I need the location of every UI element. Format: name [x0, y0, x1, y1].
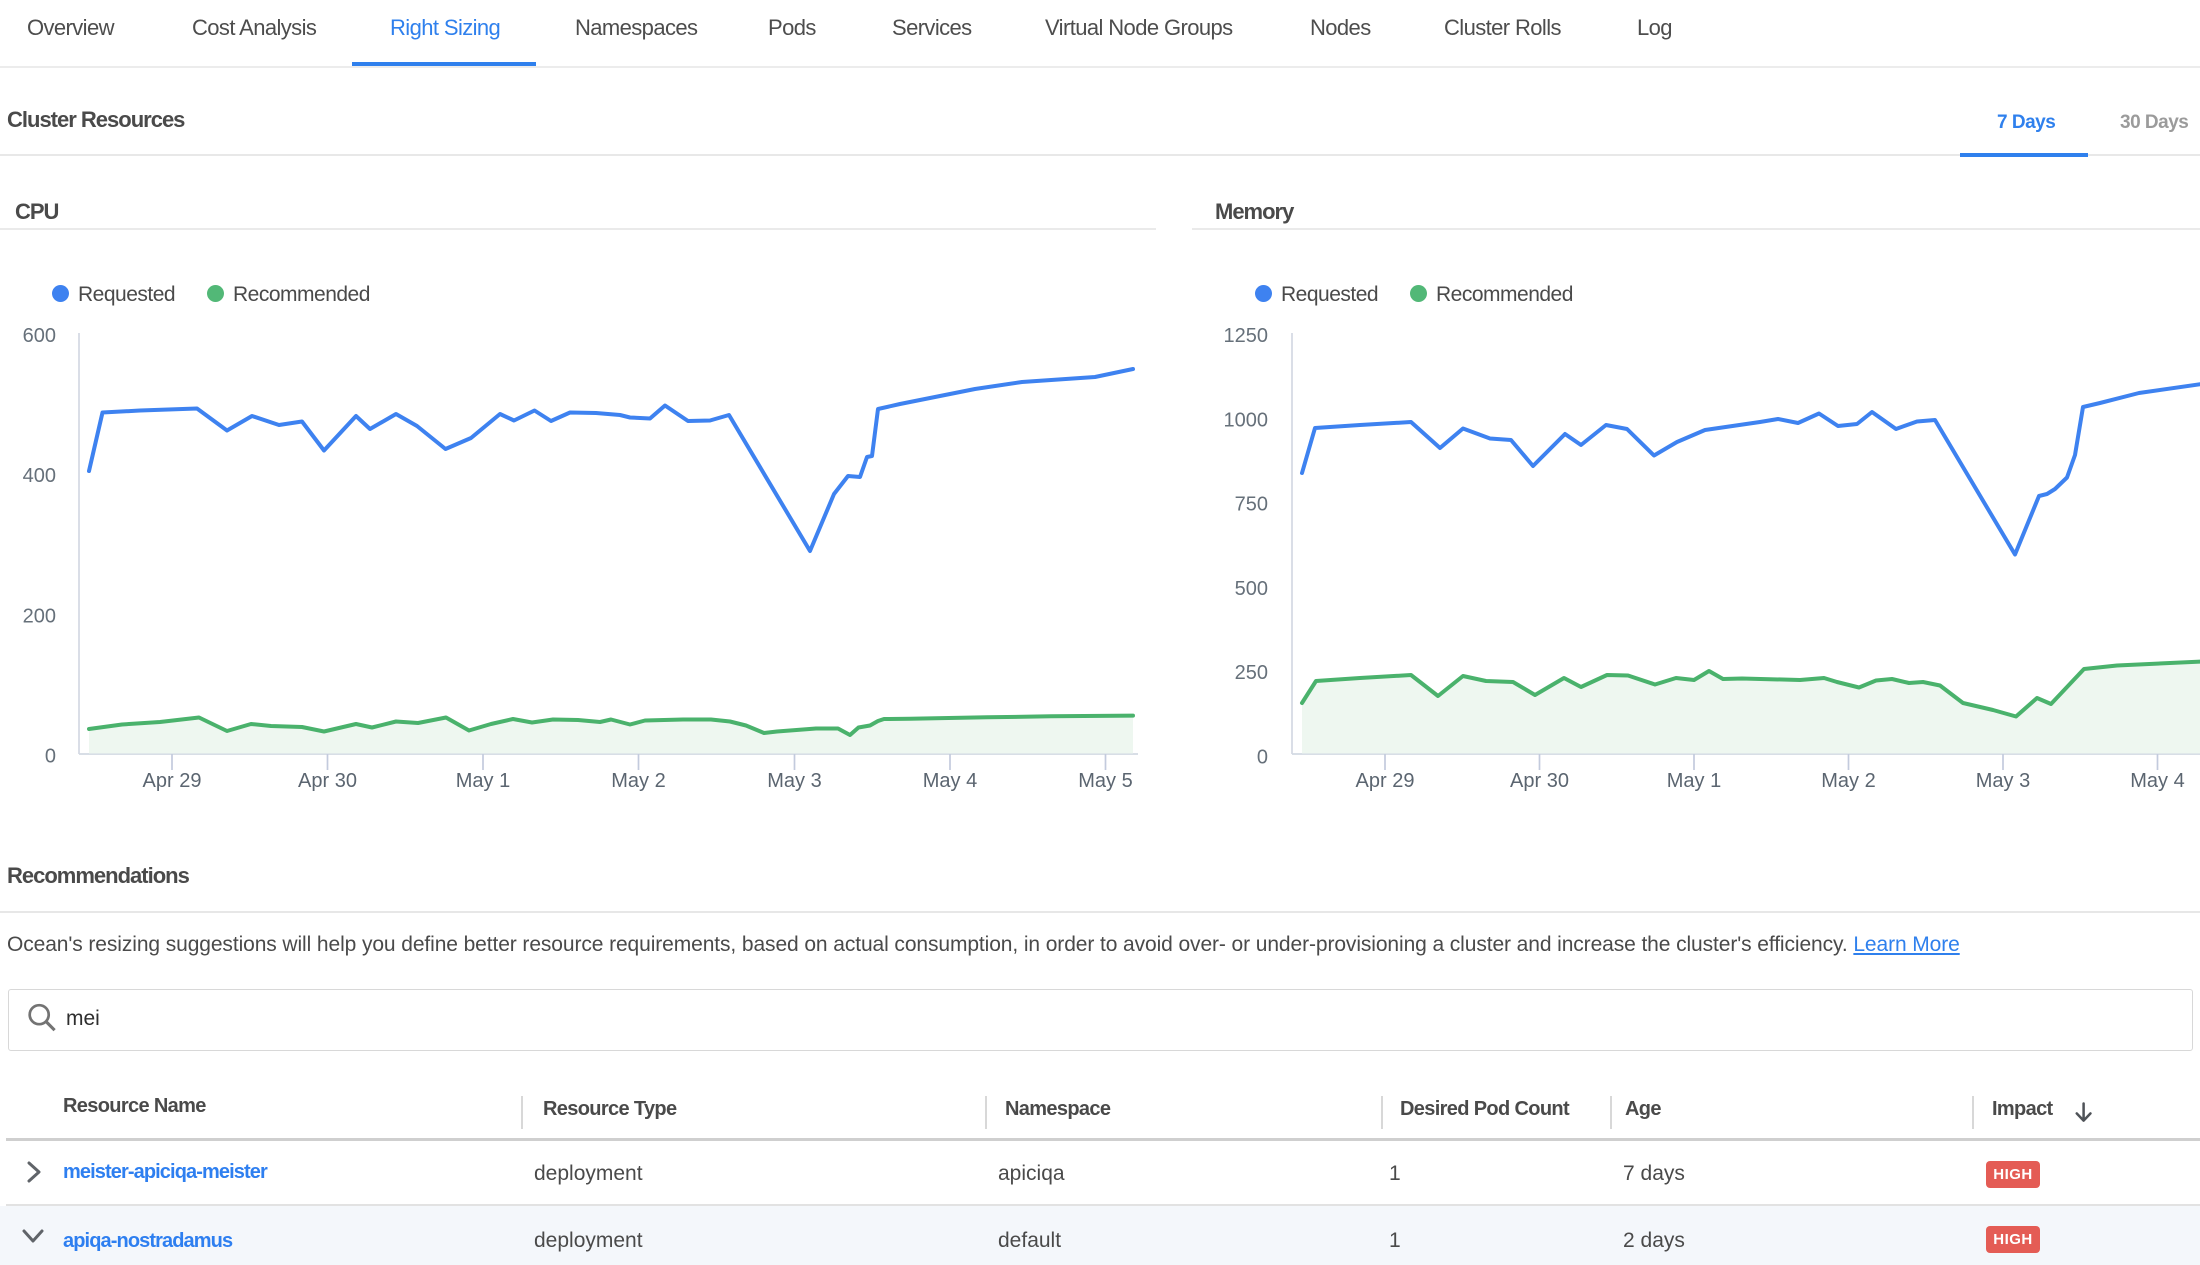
svg-text:May 2: May 2 [1821, 770, 1875, 792]
svg-text:May 1: May 1 [456, 770, 510, 792]
svg-text:May 2: May 2 [611, 770, 665, 792]
svg-text:May 3: May 3 [1976, 770, 2030, 792]
svg-text:Apr 29: Apr 29 [1356, 770, 1415, 792]
svg-text:0: 0 [1257, 747, 1268, 769]
svg-text:200: 200 [23, 606, 56, 628]
svg-text:250: 250 [1235, 662, 1268, 684]
svg-text:1250: 1250 [1224, 325, 1269, 347]
svg-text:500: 500 [1235, 578, 1268, 600]
svg-text:May 4: May 4 [2130, 770, 2184, 792]
svg-text:Apr 29: Apr 29 [143, 770, 202, 792]
svg-text:May 3: May 3 [767, 770, 821, 792]
svg-text:600: 600 [23, 325, 56, 347]
svg-text:0: 0 [45, 746, 56, 768]
svg-text:May 5: May 5 [1078, 770, 1132, 792]
svg-text:1000: 1000 [1224, 409, 1269, 431]
svg-text:Apr 30: Apr 30 [1510, 770, 1569, 792]
svg-text:400: 400 [23, 465, 56, 487]
svg-text:May 4: May 4 [923, 770, 977, 792]
svg-text:750: 750 [1235, 494, 1268, 516]
svg-text:May 1: May 1 [1667, 770, 1721, 792]
svg-text:Apr 30: Apr 30 [298, 770, 357, 792]
